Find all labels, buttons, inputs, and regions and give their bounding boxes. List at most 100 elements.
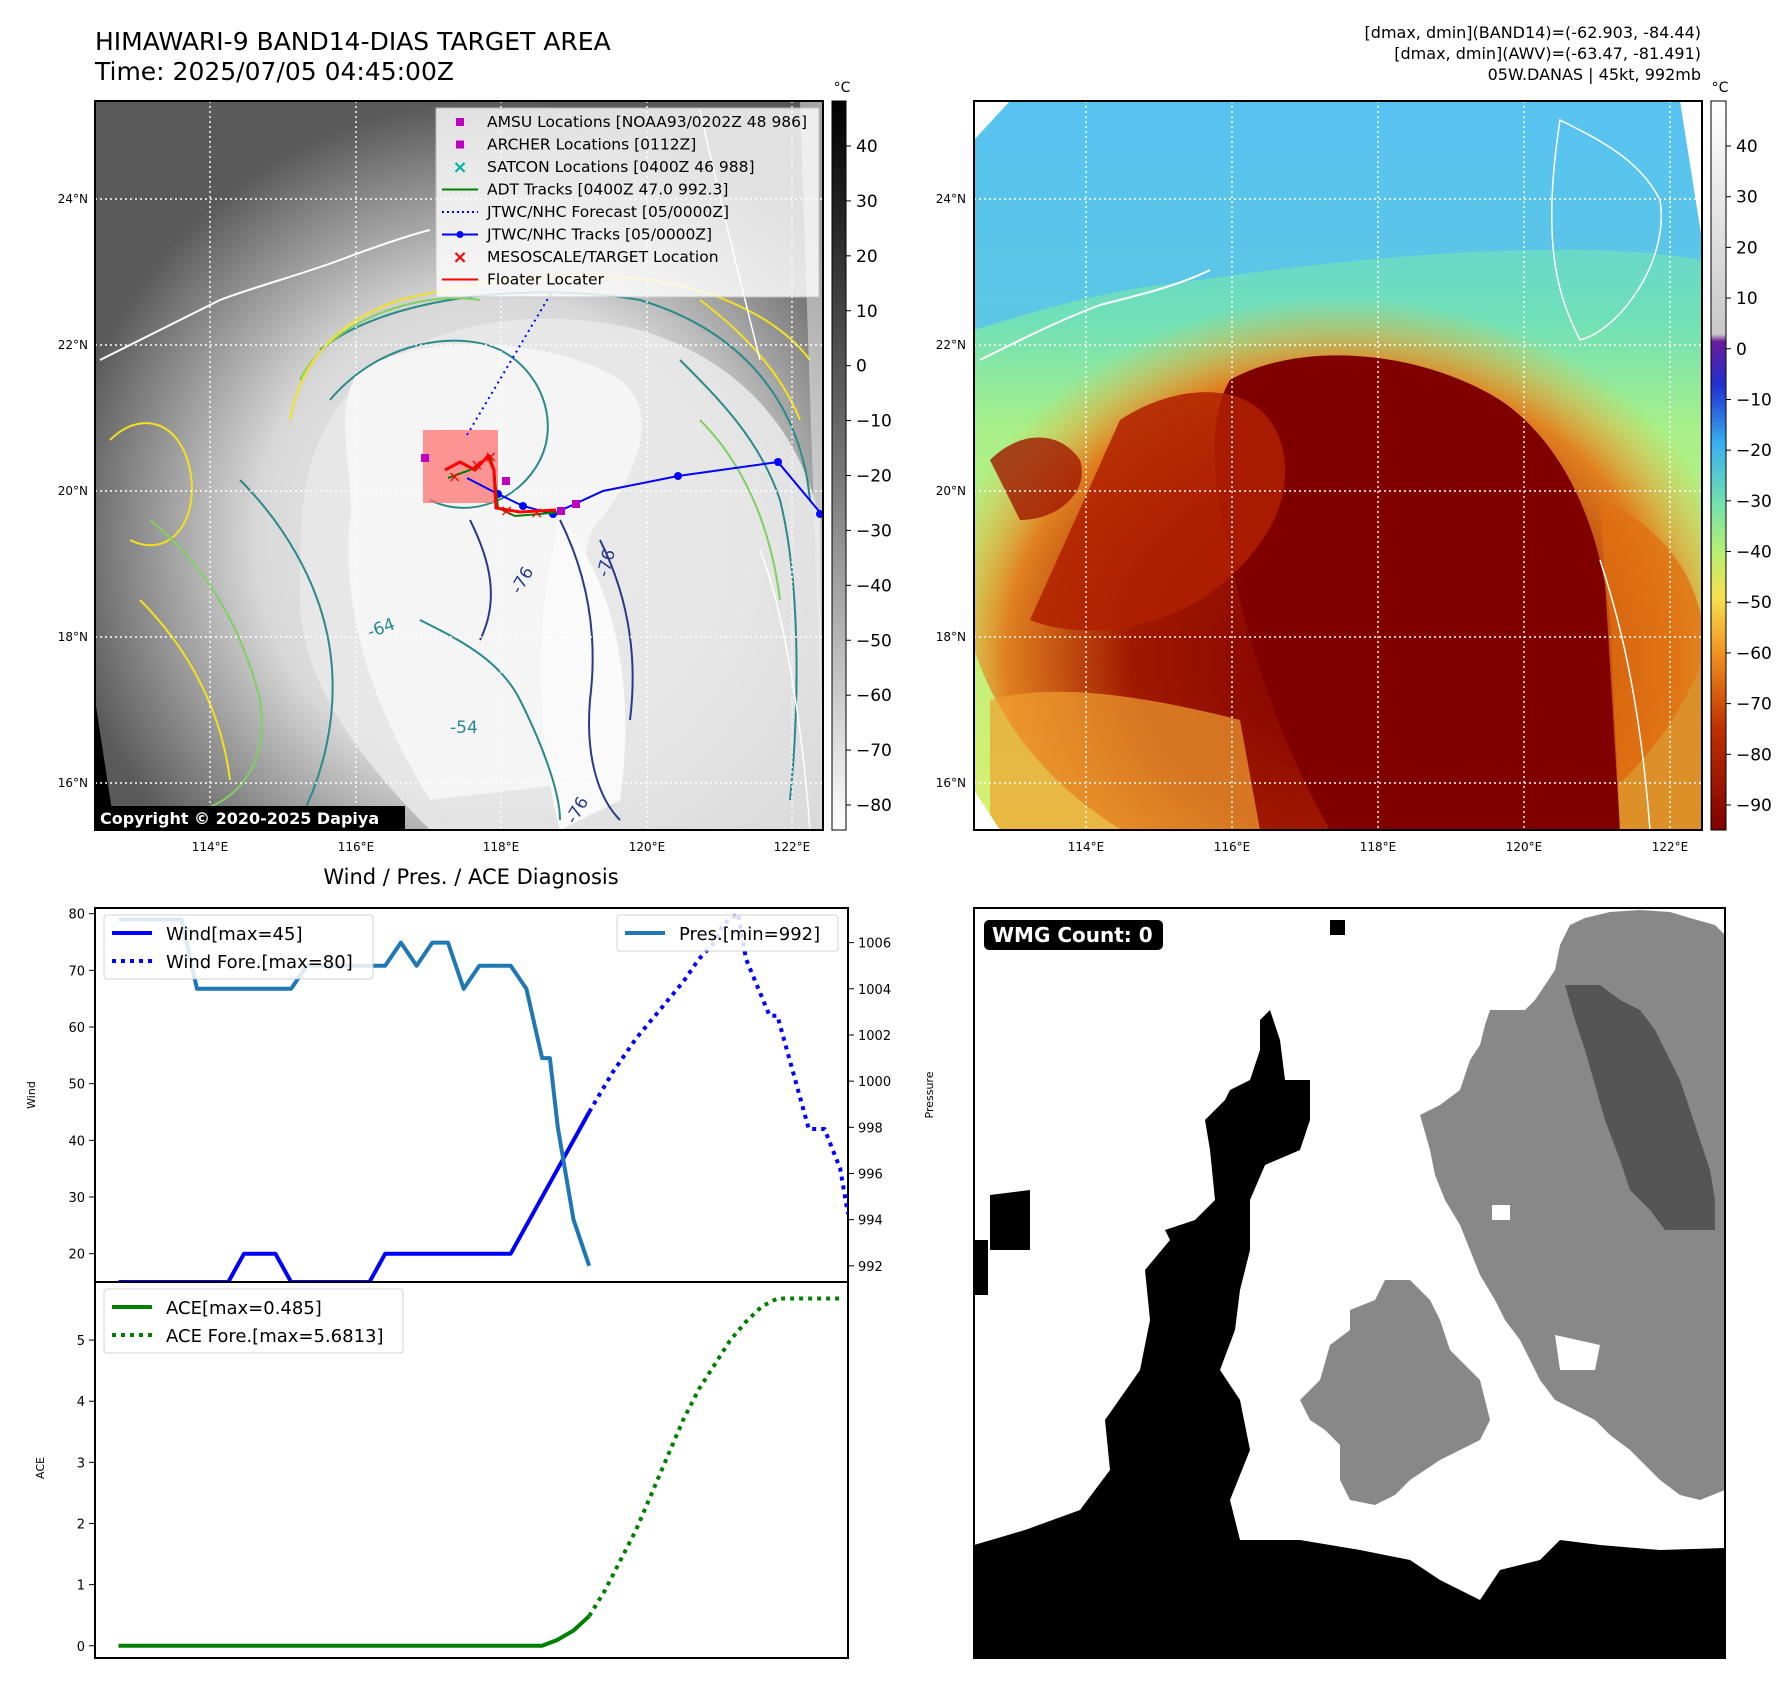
colorbar-tick-label: 0: [1736, 340, 1747, 360]
info-storm: 05W.DANAS | 45kt, 992mb: [1488, 65, 1701, 84]
contour-label: -54: [450, 718, 478, 738]
pressure-tick-label: 1006: [858, 937, 891, 952]
legend-row: ARCHER Locations [0112Z]: [456, 136, 696, 154]
floater-box: [423, 430, 498, 503]
lon-tick-label: 122°E: [774, 840, 811, 854]
lat-tick-label: 18°N: [936, 630, 966, 644]
lon-tick-label: 120°E: [1506, 840, 1543, 854]
lat-tick-label: 20°N: [58, 484, 88, 498]
svg-text:×: ×: [530, 503, 543, 522]
ace-tick-label: 2: [77, 1517, 85, 1532]
wind-pressure-chart: 20 30 40 50 60 70 80 992 994 996 998 1000 1002 1004 10…: [25, 907, 936, 1283]
colorbar-tick-label: −30: [856, 521, 892, 541]
colorbar-tick-label: −40: [856, 576, 892, 596]
pressure-tick-label: 1002: [858, 1029, 891, 1044]
colorbar-tick-label: −30: [1736, 492, 1772, 512]
legend-wind-forecast: Wind Fore.[max=80]: [166, 952, 353, 973]
pressure-tick-label: 992: [858, 1260, 883, 1275]
colorbar-tick-label: 10: [1736, 289, 1758, 309]
lat-tick-label: 20°N: [936, 484, 966, 498]
colorbar-tick-label: 10: [856, 302, 878, 322]
ace-legend: ACE[max=0.485] ACE Fore.[max=5.6813]: [103, 1288, 404, 1354]
colorbar-tick-label: 40: [856, 137, 878, 157]
legend-row: JTWC/NHC Forecast [05/0000Z]: [442, 203, 729, 221]
colorbar-tick-label: −50: [1736, 593, 1772, 613]
legend-row: × MESOSCALE/TARGET Location: [452, 247, 718, 268]
ace-chart: 0 1 2 3 4 5 ACE ACE[max=0.485] ACE Fore.[max=…: [34, 1281, 849, 1659]
lat-tick-label: 24°N: [936, 192, 966, 206]
legend-row: ADT Tracks [0400Z 47.0 992.3]: [442, 181, 728, 199]
legend-label: MESOSCALE/TARGET Location: [487, 248, 719, 266]
map-legend: AMSU Locations [NOAA93/0202Z 48 986] ARCH…: [435, 107, 820, 298]
svg-text:×: ×: [452, 157, 467, 178]
lon-tick-label: 116°E: [338, 840, 375, 854]
colorbar-tick-label: 30: [1736, 188, 1758, 208]
colorbar-tick-label: −60: [1736, 644, 1772, 664]
ace-tick-label: 3: [77, 1456, 85, 1471]
series-line: [587, 911, 848, 1215]
pressure-tick-label: 994: [858, 1214, 883, 1229]
pressure-tick-label: 998: [858, 1121, 883, 1136]
ace-tick-label: 4: [77, 1395, 85, 1410]
wind-tick-label: 60: [68, 1021, 85, 1036]
legend-wind: Wind[max=45]: [166, 924, 303, 945]
colorbar-tick-label: 20: [856, 247, 878, 267]
colorbar-tick-label: 40: [1736, 137, 1758, 157]
pressure-axis-label: Pressure: [923, 1071, 936, 1118]
band14-map: ×× × × × -76 -64 -54 -76 -76 Copyright © 2…: [58, 100, 824, 854]
lon-tick-label: 118°E: [483, 840, 520, 854]
legend-row: JTWC/NHC Tracks [05/0000Z]: [442, 226, 712, 244]
legend-row: × SATCON Locations [0400Z 46 988]: [452, 157, 754, 178]
colorbar-tick-label: −50: [856, 631, 892, 651]
pressure-tick-label: 1000: [858, 1075, 891, 1090]
awv-map: 114°E 116°E 118°E 120°E 122°E 24°N 22°N …: [936, 100, 1703, 854]
wind-tick-label: 20: [68, 1248, 85, 1263]
info-band14: [dmax, dmin](BAND14)=(-62.903, -84.44): [1365, 23, 1701, 42]
legend-label: ARCHER Locations [0112Z]: [487, 136, 696, 154]
colorbar-tick-label: −20: [856, 467, 892, 487]
pressure-legend: Pres.[min=992]: [616, 914, 839, 952]
legend-ace-forecast: ACE Fore.[max=5.6813]: [166, 1326, 384, 1347]
lon-tick-label: 118°E: [1360, 840, 1397, 854]
colorbar-tick-label: −10: [856, 412, 892, 432]
colorbar-tick-label: −80: [856, 796, 892, 816]
legend-label: AMSU Locations [NOAA93/0202Z 48 986]: [487, 113, 807, 131]
colorbar-awv: °C 40 30 20 10 0 −10 −20 −30 −40 −50 −60 −70 −80 −90: [1710, 80, 1772, 831]
legend-label: Floater Locater: [487, 271, 605, 289]
ace-axis-label: ACE: [34, 1457, 47, 1479]
legend-ace: ACE[max=0.485]: [166, 1298, 322, 1319]
legend-label: JTWC/NHC Tracks [05/0000Z]: [486, 226, 712, 244]
lat-tick-label: 16°N: [936, 776, 966, 790]
colorbar-tick-label: −70: [1736, 695, 1772, 715]
wmg-panel: WMG Count: 0: [973, 907, 1726, 1659]
wind-tick-label: 70: [68, 964, 85, 979]
copyright-label: Copyright © 2020-2025 Dapiya: [100, 809, 379, 828]
lat-tick-label: 22°N: [936, 338, 966, 352]
colorbar-tick-label: −60: [856, 686, 892, 706]
ace-tick-label: 1: [77, 1579, 85, 1594]
svg-text:×: ×: [470, 455, 483, 474]
legend-row: Floater Locater: [442, 271, 605, 289]
lon-tick-label: 122°E: [1652, 840, 1689, 854]
lat-tick-label: 18°N: [58, 630, 88, 644]
svg-text:×: ×: [484, 447, 497, 466]
page-title: HIMAWARI-9 BAND14-DIAS TARGET AREA: [95, 27, 611, 56]
lat-tick-label: 16°N: [58, 776, 88, 790]
lon-tick-label: 120°E: [629, 840, 666, 854]
series-line: [587, 1296, 841, 1618]
colorbar-tick-label: −70: [856, 741, 892, 761]
colorbar-tick-label: 0: [856, 357, 867, 377]
legend-row: AMSU Locations [NOAA93/0202Z 48 986]: [456, 113, 807, 131]
series-line: [118, 1614, 591, 1648]
svg-text:×: ×: [448, 467, 461, 486]
legend-label: ADT Tracks [0400Z 47.0 992.3]: [487, 181, 728, 199]
svg-text:×: ×: [500, 501, 513, 520]
wind-legend: Wind[max=45] Wind Fore.[max=80]: [103, 914, 374, 980]
diagnosis-title: Wind / Pres. / ACE Diagnosis: [323, 865, 618, 889]
colorbar-band14: °C 40 30 20 10 0 −10 −20 −30 −40 −50 −60 −70 −80: [831, 80, 892, 831]
legend-pressure: Pres.[min=992]: [679, 924, 820, 945]
colorbar-unit: °C: [834, 80, 851, 96]
wind-axis-label: Wind: [25, 1081, 38, 1109]
wmg-count-label: WMG Count: 0: [992, 923, 1153, 947]
